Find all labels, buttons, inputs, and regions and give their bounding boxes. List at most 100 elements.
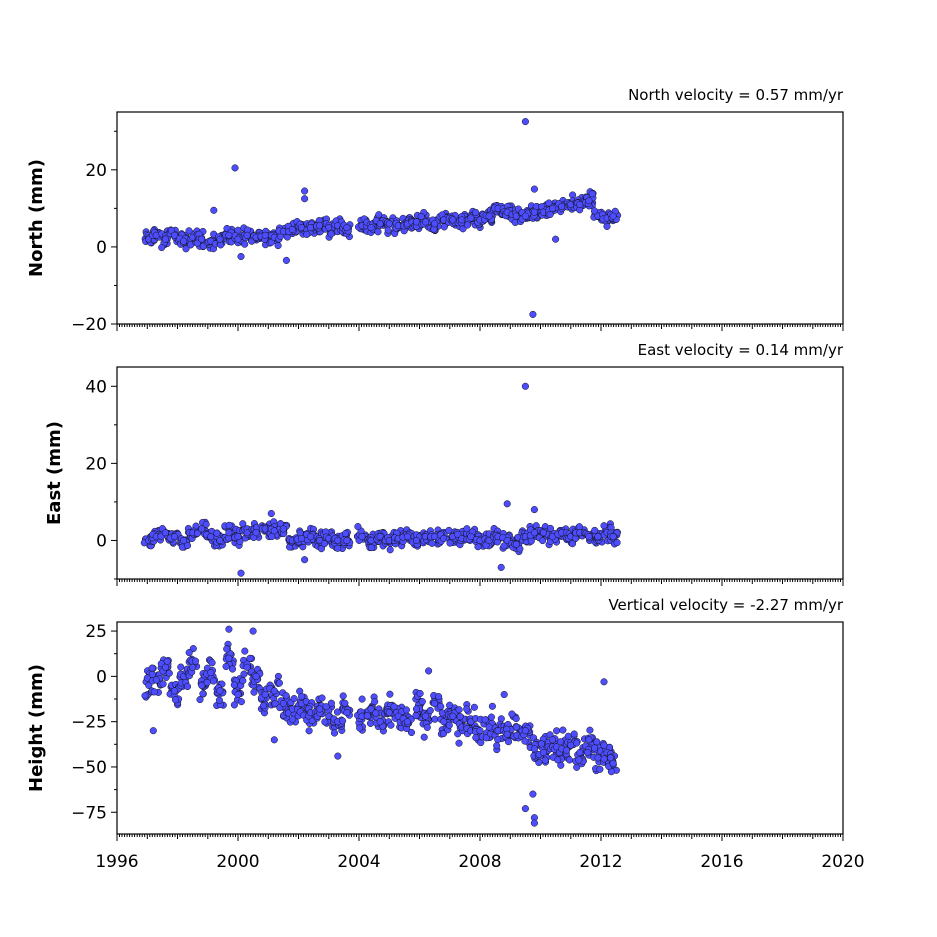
height-data-point [376, 718, 384, 726]
height-data-point [585, 736, 593, 744]
height-data-point [573, 739, 581, 747]
north-data-point [288, 226, 296, 234]
height-data-point [363, 712, 371, 720]
height-data-point [488, 702, 496, 710]
height-data-point [463, 705, 471, 713]
north-data-point [180, 237, 188, 245]
height-data-point [261, 690, 269, 699]
north-data-point [374, 228, 382, 236]
east-data-point [546, 524, 555, 532]
height-data-point [431, 699, 439, 708]
height-data-point [241, 647, 249, 655]
north-data-point [325, 224, 333, 232]
height-data-point [521, 737, 529, 745]
height-data-point [570, 730, 578, 738]
east-ytick-label: 40 [85, 377, 107, 397]
north-data-point [417, 212, 425, 221]
east-data-point [334, 544, 342, 552]
height-data-point [170, 687, 179, 695]
north-data-point [301, 195, 309, 203]
height-ytick-label: −50 [71, 758, 107, 778]
height-data-point [576, 748, 584, 757]
north-data-point [182, 245, 190, 253]
height-data-point [318, 694, 326, 702]
north-data-point [463, 221, 472, 229]
north-data-point [521, 212, 529, 220]
east-data-point [594, 533, 602, 541]
height-data-point [512, 715, 520, 723]
height-data-point [215, 696, 223, 704]
height-data-point [493, 742, 501, 750]
east-points [140, 382, 621, 577]
north-ytick-label: −20 [71, 315, 107, 335]
north-data-point [307, 224, 315, 232]
height-data-point [521, 727, 529, 735]
height-velocity-label: Vertical velocity = -2.27 mm/yr [608, 596, 843, 614]
north-points [141, 118, 622, 318]
height-data-point [270, 687, 278, 695]
xtick-label: 2000 [216, 852, 259, 872]
north-ytick-label: 0 [96, 238, 107, 258]
north-data-point [422, 218, 430, 226]
east-velocity-label: East velocity = 0.14 mm/yr [638, 341, 844, 359]
east-data-point [354, 523, 362, 531]
height-data-point [246, 654, 254, 662]
east-data-point [237, 569, 245, 577]
height-data-point [207, 669, 215, 677]
east-data-point [334, 536, 342, 545]
north-data-point [529, 310, 537, 318]
height-data-point [600, 741, 608, 749]
north-data-point [303, 230, 311, 238]
east-data-point [521, 382, 529, 390]
height-data-point [239, 677, 247, 685]
xtick-label: 2008 [458, 852, 501, 872]
east-data-point [343, 536, 351, 545]
height-data-point [230, 681, 238, 689]
north-data-point [609, 212, 617, 220]
height-data-point [321, 718, 329, 726]
height-data-point [234, 690, 242, 699]
east-data-point [568, 540, 577, 548]
east-data-point [252, 529, 260, 537]
height-data-point [494, 736, 502, 744]
north-data-point [170, 231, 179, 239]
east-data-point [341, 529, 350, 538]
height-data-point [455, 706, 463, 714]
height-data-point [530, 745, 538, 753]
height-data-point [189, 663, 197, 671]
height-data-point [141, 692, 149, 700]
height-data-point [503, 730, 511, 738]
height-data-point [575, 756, 583, 764]
east-data-point [320, 540, 329, 548]
north-data-point [301, 187, 309, 195]
north-data-point [225, 231, 233, 239]
height-data-point [456, 713, 464, 721]
east-data-point [358, 533, 366, 541]
height-data-point [407, 728, 416, 737]
height-data-point [216, 687, 224, 695]
north-data-point [472, 208, 480, 216]
height-data-point [290, 695, 298, 703]
height-data-point [539, 748, 548, 757]
north-data-point [327, 230, 335, 238]
xtick-label: 2004 [337, 852, 380, 872]
height-data-point [590, 744, 599, 752]
height-data-point [425, 667, 433, 675]
height-data-point [322, 703, 330, 711]
north-data-point [282, 256, 290, 264]
east-data-point [170, 533, 179, 541]
height-data-point [485, 723, 493, 731]
east-panel: 0 20 40 East (mm) East velocity = 0.14 mm/yr [44, 341, 844, 586]
north-data-point [588, 190, 596, 198]
east-data-point [613, 539, 621, 547]
east-data-point [198, 525, 206, 533]
height-data-point [500, 690, 508, 699]
height-data-point [183, 682, 192, 691]
east-data-point [600, 522, 608, 530]
east-data-point [234, 533, 242, 541]
height-data-point [230, 701, 238, 709]
height-data-point [504, 738, 513, 746]
height-data-point [152, 676, 160, 684]
east-data-point [194, 529, 202, 537]
height-data-point [600, 678, 608, 686]
